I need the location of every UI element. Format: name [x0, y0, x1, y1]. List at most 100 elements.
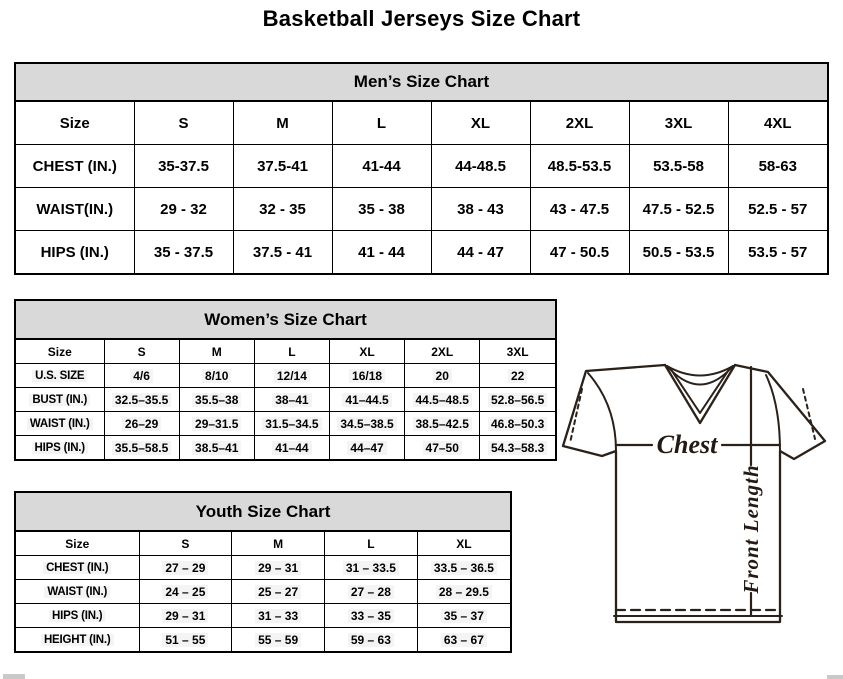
size-cell: 29 – 31: [231, 555, 325, 580]
bottom-right-handle: [827, 675, 843, 679]
size-cell: 37.5 - 41: [232, 230, 333, 273]
size-cell: 32 - 35: [232, 187, 333, 231]
row-label: CHEST (IN.): [16, 144, 135, 188]
table-row: HEIGHT (IN.) 51 – 55 55 – 59 59 – 63 63 – 67: [16, 627, 510, 651]
column-header: L: [253, 339, 330, 364]
mens-size-chart-table: Men’s Size Chart Size S M L XL 2XL 3XL 4XL CHEST…: [14, 62, 829, 275]
left-cuff-dashed-icon: [569, 388, 583, 444]
row-label: U.S. SIZE: [16, 363, 105, 388]
row-label: WAIST (IN.): [16, 579, 140, 604]
size-cell: 29 - 32: [133, 187, 234, 231]
size-cell: 37.5-41: [232, 144, 333, 188]
size-cell: 59 – 63: [324, 627, 418, 651]
left-armhole-seam-icon: [587, 372, 617, 452]
column-header: 2XL: [404, 339, 481, 364]
size-cell: 26–29: [103, 411, 180, 436]
column-header: S: [103, 339, 180, 364]
size-cell: 54.3–58.3: [479, 435, 555, 459]
size-cell: 35 - 37.5: [133, 230, 234, 273]
size-cell: 33 – 35: [324, 603, 418, 628]
size-cell: 35-37.5: [133, 144, 234, 188]
size-cell: 47.5 - 52.5: [628, 187, 729, 231]
row-label: CHEST (IN.): [16, 555, 140, 580]
column-header-row: Size S M L XL 2XL 3XL 4XL: [16, 101, 827, 145]
size-cell: 44–47: [328, 435, 406, 459]
row-label: HIPS (IN.): [16, 230, 135, 273]
size-cell: 63 – 67: [416, 627, 510, 651]
size-cell: 20: [404, 363, 481, 388]
column-header-row: Size S M L XL 2XL 3XL: [16, 339, 555, 364]
size-cell: 35 - 38: [331, 187, 432, 231]
youth-table-title: Youth Size Chart: [16, 493, 510, 531]
page-title: Basketball Jerseys Size Chart: [262, 6, 581, 31]
size-cell: 52.5 - 57: [727, 187, 827, 231]
mens-table: Size S M L XL 2XL 3XL 4XL CHEST (IN.) 35-37.5 37.5…: [16, 101, 827, 273]
size-cell: 12/14: [253, 363, 330, 388]
size-cell: 32.5–35.5: [103, 387, 180, 412]
size-cell: 44.5–48.5: [404, 387, 481, 412]
table-row: BUST (IN.) 32.5–35.5 35.5–38 38–41 41–44.5 44…: [16, 387, 555, 412]
bottom-left-handle: [3, 674, 25, 679]
size-cell: 38 - 43: [430, 187, 531, 231]
chest-label: Chest: [657, 430, 718, 459]
size-corner-header: Size: [16, 531, 140, 556]
womens-table: Size S M L XL 2XL 3XL U.S. SIZE 4/6 8/10 12/14 16/1…: [16, 339, 555, 459]
size-cell: 47–50: [404, 435, 481, 459]
table-row: WAIST (IN.) 24 – 25 25 – 27 27 – 28 28 – 29.…: [16, 579, 510, 604]
size-cell: 31 – 33: [231, 603, 325, 628]
size-cell: 41-44: [331, 144, 432, 188]
size-cell: 25 – 27: [231, 579, 325, 604]
size-cell: 28 – 29.5: [416, 579, 510, 604]
size-cell: 35 – 37: [416, 603, 510, 628]
size-cell: 16/18: [328, 363, 406, 388]
collar-back-curve-icon: [666, 365, 734, 377]
row-label: WAIST (IN.): [16, 411, 105, 436]
column-header: M: [231, 531, 325, 556]
row-label: HIPS (IN.): [16, 603, 140, 628]
size-corner-header: Size: [16, 339, 105, 364]
collar-v-icon: [663, 363, 737, 425]
right-cuff-dashed-icon: [802, 388, 816, 440]
womens-size-chart-table: Women’s Size Chart Size S M L XL 2XL 3XL U.S. S…: [14, 299, 557, 461]
size-cell: 38–41: [253, 387, 330, 412]
table-row: HIPS (IN.) 35 - 37.5 37.5 - 41 41 - 44 44 - …: [16, 230, 827, 273]
size-cell: 24 – 25: [138, 579, 233, 604]
jersey-diagram: Chest Front Length: [561, 363, 827, 624]
size-cell: 55 – 59: [231, 627, 325, 651]
size-cell: 35.5–58.5: [103, 435, 180, 459]
size-cell: 34.5–38.5: [328, 411, 406, 436]
column-header: XL: [416, 531, 510, 556]
size-cell: 53.5-58: [628, 144, 729, 188]
column-header: L: [324, 531, 418, 556]
size-cell: 29–31.5: [178, 411, 255, 436]
table-row: WAIST(IN.) 29 - 32 32 - 35 35 - 38 38 - 43 43…: [16, 187, 827, 231]
size-cell: 41–44: [253, 435, 330, 459]
row-label: HEIGHT (IN.): [16, 627, 140, 651]
row-label: WAIST(IN.): [16, 187, 135, 231]
column-header: 2XL: [529, 101, 630, 145]
size-cell: 41–44.5: [328, 387, 406, 412]
youth-size-chart-table: Youth Size Chart Size S M L XL CHEST (IN.) 27 …: [14, 491, 512, 653]
size-cell: 51 – 55: [138, 627, 233, 651]
column-header: S: [138, 531, 233, 556]
size-cell: 22: [479, 363, 555, 388]
size-cell: 44-48.5: [430, 144, 531, 188]
size-cell: 29 – 31: [138, 603, 233, 628]
size-cell: 44 - 47: [430, 230, 531, 273]
size-cell: 33.5 – 36.5: [416, 555, 510, 580]
row-label: HIPS (IN.): [16, 435, 105, 459]
table-row: U.S. SIZE 4/6 8/10 12/14 16/18 20 22: [16, 363, 555, 388]
table-row: HIPS (IN.) 35.5–58.5 38.5–41 41–44 44–47 47–5…: [16, 435, 555, 459]
column-header: 4XL: [727, 101, 827, 145]
size-cell: 50.5 - 53.5: [628, 230, 729, 273]
size-cell: 47 - 50.5: [529, 230, 630, 273]
size-cell: 27 – 28: [324, 579, 418, 604]
size-cell: 35.5–38: [178, 387, 255, 412]
front-length-label: Front Length: [739, 464, 763, 594]
youth-table: Size S M L XL CHEST (IN.) 27 – 29 29 – 31 31 – 3…: [16, 531, 510, 651]
column-header: XL: [430, 101, 531, 145]
size-cell: 58-63: [727, 144, 827, 188]
column-header-row: Size S M L XL: [16, 531, 510, 556]
size-cell: 52.8–56.5: [479, 387, 555, 412]
